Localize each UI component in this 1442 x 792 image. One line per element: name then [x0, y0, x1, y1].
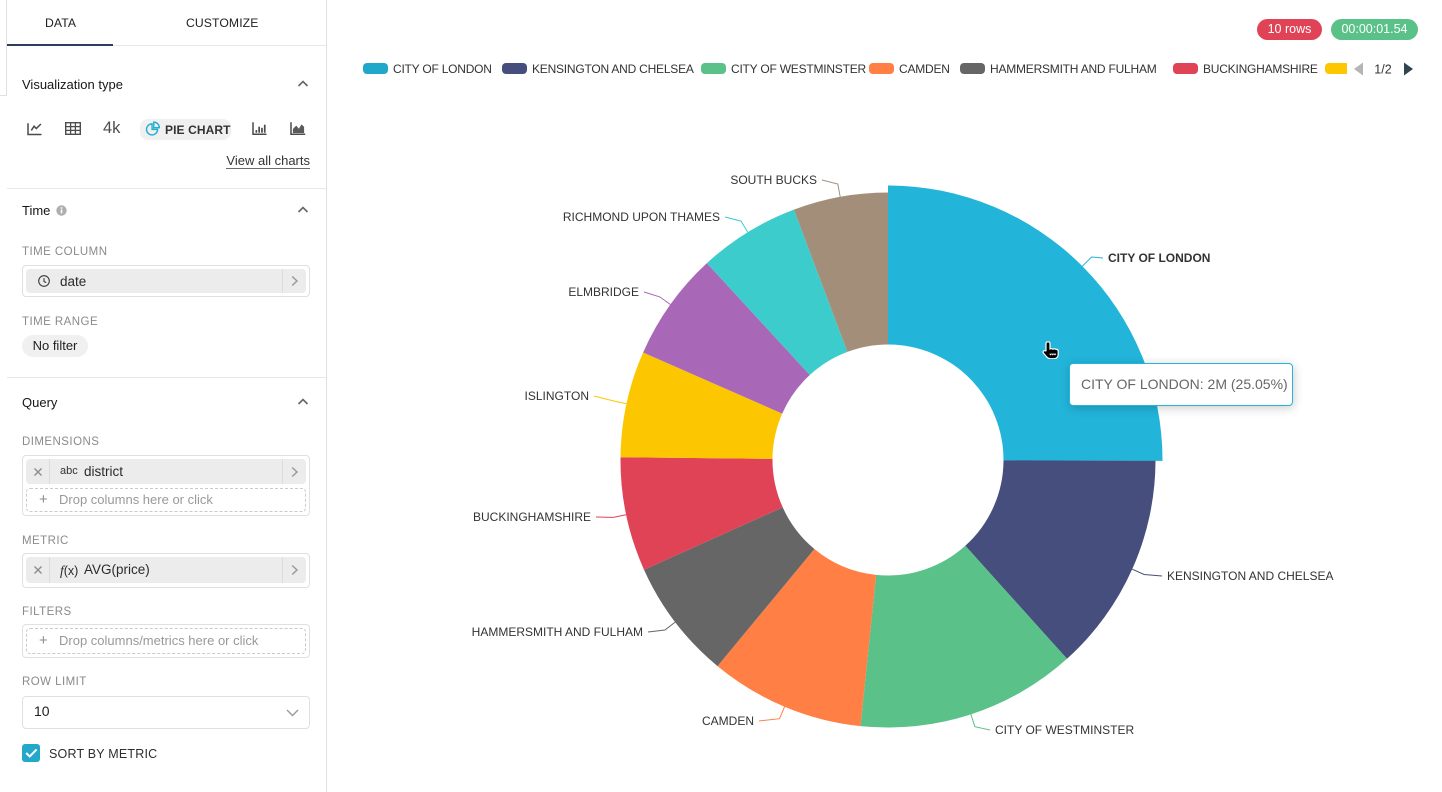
svg-text:CITY OF LONDON: CITY OF LONDON: [1108, 251, 1210, 265]
svg-text:BUCKINGHAMSHIRE: BUCKINGHAMSHIRE: [473, 510, 591, 524]
svg-text:CAMDEN: CAMDEN: [702, 714, 754, 728]
svg-text:KENSINGTON AND CHELSEA: KENSINGTON AND CHELSEA: [1167, 569, 1334, 583]
svg-text:1/2: 1/2: [1374, 63, 1391, 77]
svg-text:HAMMERSMITH AND FULHAM: HAMMERSMITH AND FULHAM: [472, 625, 643, 639]
svg-text:SOUTH BUCKS: SOUTH BUCKS: [730, 173, 817, 187]
svg-text:ISLINGTON: ISLINGTON: [525, 389, 589, 403]
svg-text:ELMBRIDGE: ELMBRIDGE: [568, 285, 639, 299]
svg-text:CITY OF WESTMINSTER: CITY OF WESTMINSTER: [995, 723, 1134, 737]
svg-text:RICHMOND UPON THAMES: RICHMOND UPON THAMES: [563, 210, 720, 224]
